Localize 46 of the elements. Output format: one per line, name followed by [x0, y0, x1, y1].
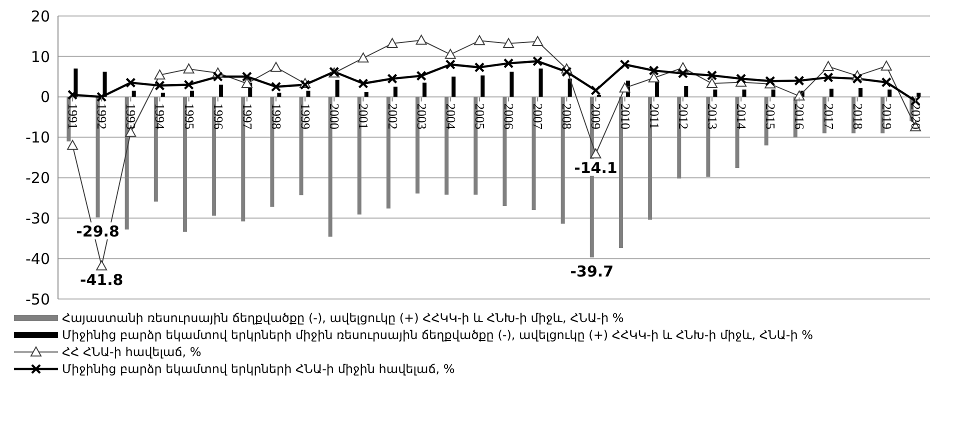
- x-tick-label: 2020: [908, 103, 924, 130]
- data-label: -29.8: [76, 222, 120, 240]
- x-tick-label: 1996: [210, 103, 226, 130]
- x-tick-label: 2019: [879, 103, 894, 130]
- data-label: -41.8: [80, 270, 124, 289]
- y-tick-label: -40: [26, 250, 50, 268]
- x-tick-label: 2006: [502, 103, 517, 130]
- y-tick-label: 0: [40, 88, 50, 106]
- x-tick-label: 2017: [821, 103, 836, 130]
- x-tick-label: 1995: [182, 103, 197, 130]
- x-tick-label: 2016: [792, 103, 808, 130]
- x-tick-label: 2000: [327, 103, 342, 130]
- x-tick-label: 2015: [763, 103, 778, 130]
- x-tick-label: 1991: [66, 103, 81, 130]
- x-tick-label: 1994: [152, 103, 168, 130]
- x-tick-label: 1997: [240, 103, 255, 130]
- x-tick-label: 2018: [850, 103, 866, 130]
- legend-label: Միջինից բարձր եկամտով երկրների ՀՆԱ-ի միջին հավելաճ, %: [62, 362, 455, 376]
- x-tick-label: 2008: [560, 103, 575, 130]
- data-label: -39.7: [570, 262, 614, 280]
- x-tick-label: 2011: [646, 103, 662, 129]
- x-tick-label: 2004: [443, 103, 458, 130]
- x-tick-label: 1998: [269, 103, 284, 130]
- y-tick-label: 10: [30, 48, 50, 66]
- x-tick-label: 2007: [530, 103, 546, 130]
- x-tick-label: 1993: [124, 103, 139, 130]
- x-tick-label: 1992: [94, 103, 110, 130]
- x-tick-label: 2012: [676, 103, 691, 130]
- x-tick-label: 2010: [618, 103, 633, 130]
- y-tick-label: 20: [30, 7, 50, 26]
- x-tick-label: 1999: [298, 103, 314, 130]
- x-tick-label: 2014: [734, 103, 750, 130]
- legend-label: ՀՀ ՀՆԱ-ի հավելաճ, %: [62, 345, 202, 359]
- y-tick-label: -30: [26, 209, 50, 228]
- y-tick-label: -50: [26, 290, 50, 308]
- x-tick-label: 2001: [356, 103, 372, 130]
- x-tick-label: 2013: [705, 103, 720, 130]
- y-tick-label: -10: [26, 128, 50, 147]
- x-tick-label: 2009: [588, 103, 604, 130]
- x-tick-label: 2003: [414, 103, 430, 130]
- legend-label: Հայաստանի ռեսուրսային ճեղքվածքը (-), ավելցուկը (+) ՀՀԿԿ-ի և ՀՆԽ-ի միջև, ՀՆԱ-ի %: [62, 311, 624, 325]
- legend-label: Միջինից բարձր եկամտով երկրների միջին ռեսուրսային ճեղքվածքը (-), ավելցուկը (+) ՀՀԿԿ-ի և ՀՆԽ-ի միջև, ՀՆԱ-ի %: [62, 328, 814, 342]
- x-tick-label: 2005: [472, 103, 488, 130]
- x-tick-label: 2002: [385, 103, 400, 130]
- data-label: -14.1: [574, 158, 618, 177]
- y-tick-label: -20: [26, 169, 50, 188]
